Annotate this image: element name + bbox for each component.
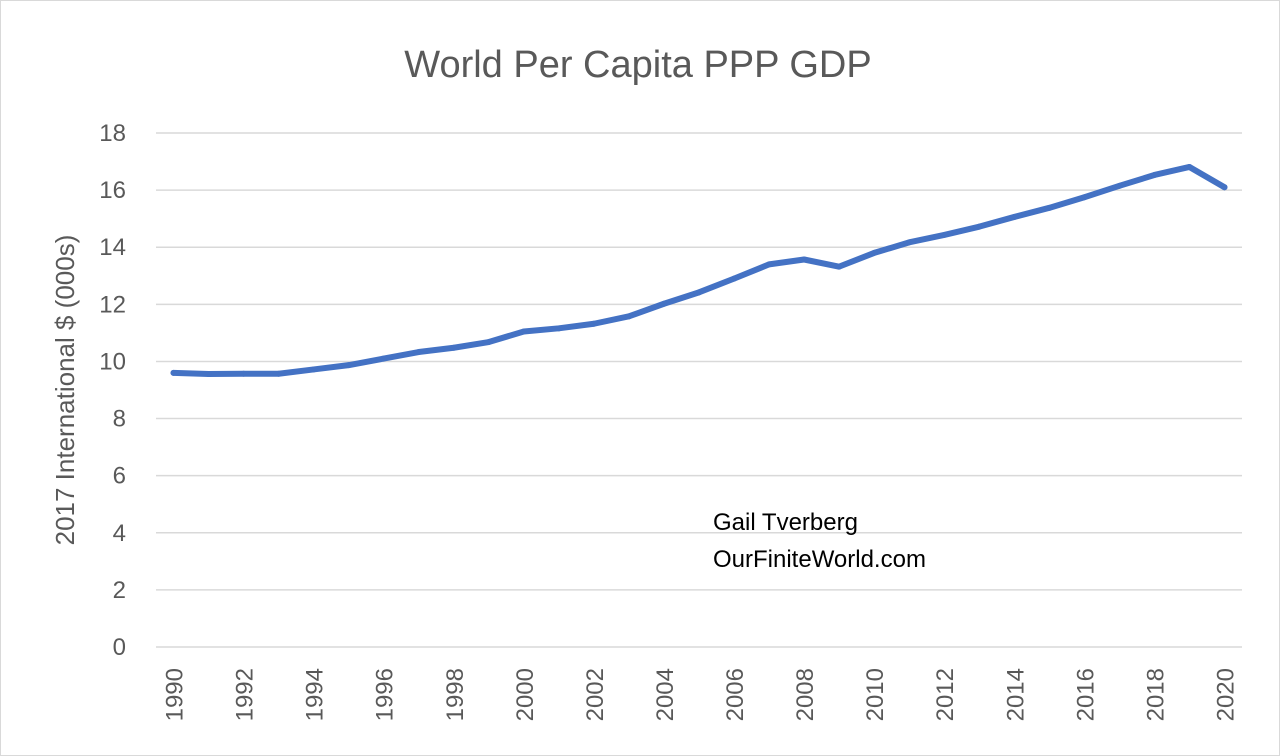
data-point bbox=[450, 344, 457, 351]
series-layer bbox=[170, 163, 1228, 378]
x-tick-label: 2012 bbox=[932, 668, 959, 721]
x-tick-label: 2000 bbox=[512, 668, 539, 721]
data-point bbox=[345, 362, 352, 369]
data-point bbox=[766, 261, 773, 268]
x-tick-label: 1996 bbox=[372, 668, 399, 721]
x-tick-label: 1994 bbox=[302, 668, 329, 721]
y-axis-ticks: 0 2 4 6 8 10 12 14 16 18 bbox=[99, 120, 126, 661]
x-tick-label: 2008 bbox=[792, 668, 819, 721]
x-tick-label: 2010 bbox=[862, 668, 889, 721]
data-point bbox=[555, 325, 562, 332]
x-tick-label: 2004 bbox=[652, 668, 679, 721]
data-point bbox=[731, 275, 738, 282]
y-tick-label: 2 bbox=[113, 577, 126, 604]
x-tick-label: 2020 bbox=[1212, 668, 1239, 721]
data-point bbox=[941, 231, 948, 238]
gridlines bbox=[156, 132, 1242, 648]
data-point bbox=[310, 366, 317, 373]
data-point bbox=[1046, 204, 1053, 211]
data-point bbox=[415, 349, 422, 356]
y-tick-label: 0 bbox=[113, 634, 126, 661]
data-point bbox=[625, 313, 632, 320]
x-axis-ticks: 1990 1992 1994 1996 1998 2000 2002 2004 2006 2008… bbox=[162, 668, 1240, 721]
data-point bbox=[520, 328, 527, 335]
data-point bbox=[976, 223, 983, 230]
x-tick-label: 1998 bbox=[442, 668, 469, 721]
data-point bbox=[485, 339, 492, 346]
data-point bbox=[871, 249, 878, 256]
series-line-0 bbox=[170, 163, 1228, 378]
y-tick-label: 16 bbox=[99, 177, 126, 204]
x-tick-label: 2016 bbox=[1072, 668, 1099, 721]
y-tick-label: 12 bbox=[99, 291, 126, 318]
y-tick-label: 10 bbox=[99, 348, 126, 375]
x-tick-label: 2002 bbox=[582, 668, 609, 721]
data-point bbox=[205, 371, 212, 378]
y-tick-label: 18 bbox=[99, 120, 126, 147]
data-point bbox=[275, 370, 282, 377]
data-point bbox=[240, 370, 247, 377]
data-point bbox=[1186, 163, 1193, 170]
y-tick-label: 4 bbox=[113, 520, 126, 547]
annotation-author: Gail Tverberg bbox=[713, 509, 858, 536]
y-tick-label: 6 bbox=[113, 463, 126, 490]
x-tick-label: 1990 bbox=[162, 668, 189, 721]
x-tick-label: 1992 bbox=[232, 668, 259, 721]
x-tick-label: 2018 bbox=[1142, 668, 1169, 721]
data-point bbox=[906, 239, 913, 246]
y-tick-label: 14 bbox=[99, 234, 126, 261]
data-point bbox=[836, 263, 843, 270]
y-tick-label: 8 bbox=[113, 406, 126, 433]
data-point bbox=[660, 300, 667, 307]
y-axis-title: 2017 International $ (000s) bbox=[50, 235, 80, 546]
data-point bbox=[1081, 194, 1088, 201]
data-point bbox=[801, 256, 808, 263]
data-point bbox=[380, 355, 387, 362]
x-tick-label: 2014 bbox=[1002, 668, 1029, 721]
x-tick-label: 2006 bbox=[722, 668, 749, 721]
annotation-website: OurFiniteWorld.com bbox=[713, 546, 926, 573]
data-point bbox=[1151, 171, 1158, 178]
data-point bbox=[696, 289, 702, 296]
data-point bbox=[1221, 184, 1228, 191]
chart-title: World Per Capita PPP GDP bbox=[404, 44, 871, 86]
data-point bbox=[1011, 213, 1018, 220]
data-point bbox=[590, 320, 597, 327]
data-point bbox=[1116, 182, 1123, 189]
data-point bbox=[170, 369, 177, 376]
